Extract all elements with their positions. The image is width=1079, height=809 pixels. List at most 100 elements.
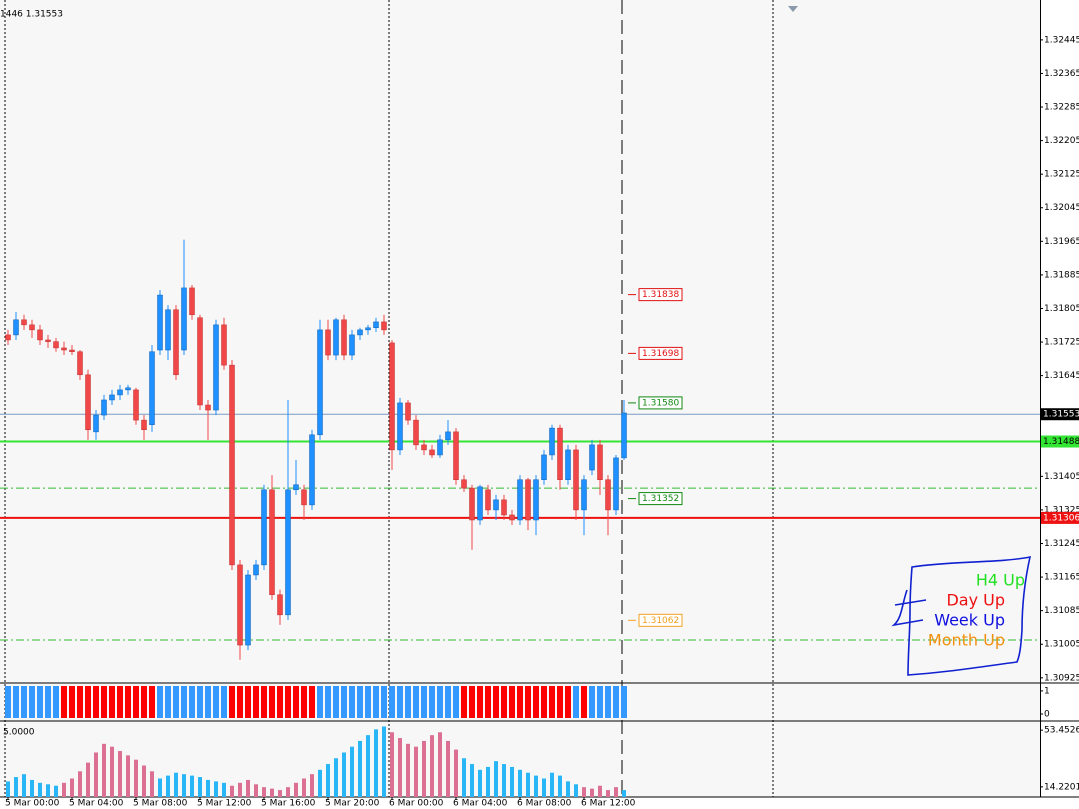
- candle-body: [205, 404, 211, 411]
- price-tag: [1041, 511, 1079, 524]
- level-label: 1.31580: [642, 398, 679, 408]
- trend-bar: [221, 686, 227, 718]
- candle-body: [53, 341, 59, 349]
- candle-body: [485, 489, 491, 511]
- level-label: 1.31062: [642, 616, 679, 626]
- candle-body: [565, 449, 571, 480]
- histogram-bar: [38, 782, 42, 797]
- candle-body: [13, 319, 19, 336]
- trend-bar: [173, 686, 179, 718]
- y-tick-label: 1.31405: [1044, 472, 1079, 482]
- y-tick-label: 0: [1044, 710, 1050, 720]
- candle-body: [5, 334, 11, 341]
- annotation: H4 Up: [976, 571, 1025, 590]
- candle-body: [373, 321, 379, 329]
- candle-body: [429, 449, 435, 456]
- histogram-bar: [206, 779, 210, 797]
- trend-bar: [125, 686, 131, 718]
- candle-body: [93, 414, 99, 433]
- level-box: [638, 613, 683, 627]
- histogram-bar: [358, 740, 362, 797]
- candle-body: [549, 427, 555, 456]
- y-tick-label: 1.32125: [1044, 170, 1079, 180]
- y-tick-label: 1.31325: [1044, 505, 1079, 515]
- level-box: [638, 396, 683, 410]
- candle-body: [165, 309, 171, 351]
- candle-body: [357, 329, 363, 336]
- histogram-bar: [382, 726, 386, 797]
- histogram-bar: [294, 782, 298, 797]
- histogram-bar: [118, 751, 122, 797]
- histogram-bar: [478, 769, 482, 797]
- histogram-bar: [326, 764, 330, 797]
- trend-bar: [293, 686, 299, 718]
- histogram-bar: [614, 787, 618, 797]
- trend-bar: [245, 686, 251, 718]
- annotation: Month Up: [928, 631, 1005, 650]
- trend-bar: [485, 686, 491, 718]
- price-tag: [1041, 435, 1079, 448]
- trend-bar: [53, 686, 59, 718]
- trend-bar: [461, 686, 467, 718]
- candle-body: [421, 444, 427, 451]
- histogram-bar: [286, 787, 290, 797]
- candle-body: [613, 457, 619, 511]
- x-tick-label: 6 Mar 08:00: [517, 799, 572, 809]
- histogram-bar: [78, 771, 82, 797]
- price-tag-label: 1.31306: [1043, 513, 1079, 523]
- x-tick-label: 5 Mar 04:00: [69, 799, 124, 809]
- candle-body: [621, 412, 627, 459]
- candle-body: [285, 489, 291, 616]
- trend-bar: [21, 686, 27, 718]
- price-tag-label: 1.31553: [1043, 410, 1079, 420]
- trend-bar: [85, 686, 91, 718]
- trend-bar: [365, 686, 371, 718]
- histogram-bar: [622, 790, 626, 797]
- candle-body: [133, 389, 139, 421]
- trend-bar: [501, 686, 507, 718]
- histogram-bar: [246, 779, 250, 797]
- histogram-bar: [278, 790, 282, 797]
- candle-body: [221, 324, 227, 366]
- chart-header: 1446 1.31553: [0, 10, 63, 20]
- histogram-bar: [198, 777, 202, 797]
- trend-bar: [277, 686, 283, 718]
- annotation: Day Up: [946, 591, 1005, 610]
- x-tick-label: 5 Mar 00:00: [5, 799, 60, 809]
- histogram-bar: [158, 778, 162, 797]
- histogram-bar: [318, 769, 322, 797]
- trend-bar: [549, 686, 555, 718]
- trend-bar: [509, 686, 515, 718]
- candle-body: [333, 319, 339, 356]
- histogram-bar: [494, 761, 498, 797]
- trend-bar: [285, 686, 291, 718]
- price-tag-label: 1.31488: [1043, 437, 1079, 447]
- x-tick-label: 5 Mar 12:00: [197, 799, 252, 809]
- trend-bar: [565, 686, 571, 718]
- candle-body: [365, 327, 371, 331]
- candle-body: [37, 329, 43, 341]
- trend-bar: [109, 686, 115, 718]
- histogram-bar: [126, 755, 130, 797]
- y-tick-label: 1.32445: [1044, 35, 1079, 45]
- candle-body: [413, 419, 419, 446]
- histogram-bar: [598, 785, 602, 797]
- trend-bar: [61, 686, 67, 718]
- price-tag: [1041, 408, 1079, 421]
- level-label: 1.31838: [642, 290, 679, 300]
- trend-bar: [149, 686, 155, 718]
- candle-body: [405, 402, 411, 421]
- trend-bar: [613, 686, 619, 718]
- histogram-bar: [110, 746, 114, 797]
- candle-body: [445, 431, 451, 441]
- candle-body: [141, 419, 147, 431]
- trend-bar: [469, 686, 475, 718]
- histogram-bar: [342, 752, 346, 797]
- trend-bar: [445, 686, 451, 718]
- y-tick-label: 1.31245: [1044, 539, 1079, 549]
- trend-bar: [389, 686, 395, 718]
- histogram-bar: [422, 740, 426, 797]
- y-tick-label: 1.32285: [1044, 103, 1079, 113]
- candle-body: [117, 389, 123, 396]
